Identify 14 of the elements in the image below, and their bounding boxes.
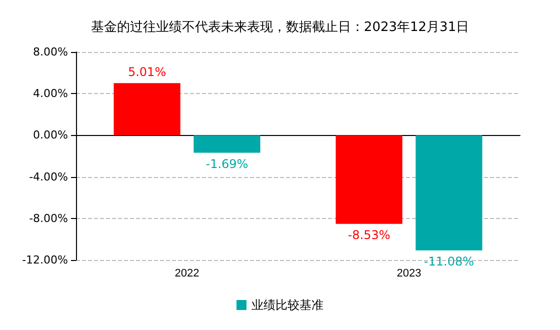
y-tick-label: -12.00% (22, 254, 68, 266)
y-tick-label: 4.00% (33, 87, 68, 100)
y-tick-label: 8.00% (33, 46, 68, 58)
chart-title: 基金的过往业绩不代表未来表现，数据截止日：2023年12月31日 (90, 20, 470, 35)
data-label: -11.08% (424, 254, 474, 268)
data-label: -8.53% (348, 228, 390, 242)
data-label: 5.01% (128, 65, 166, 80)
x-tick-label: 2022 (174, 268, 200, 280)
legend-label: 业绩比较基准 (252, 298, 324, 312)
y-tick-label: 0.00% (33, 128, 68, 142)
x-tick-label: 2023 (396, 268, 422, 280)
y-tick-label: -8.00% (29, 212, 68, 225)
y-tick-label: -4.00% (29, 170, 68, 184)
data-label: -1.69% (206, 156, 248, 171)
